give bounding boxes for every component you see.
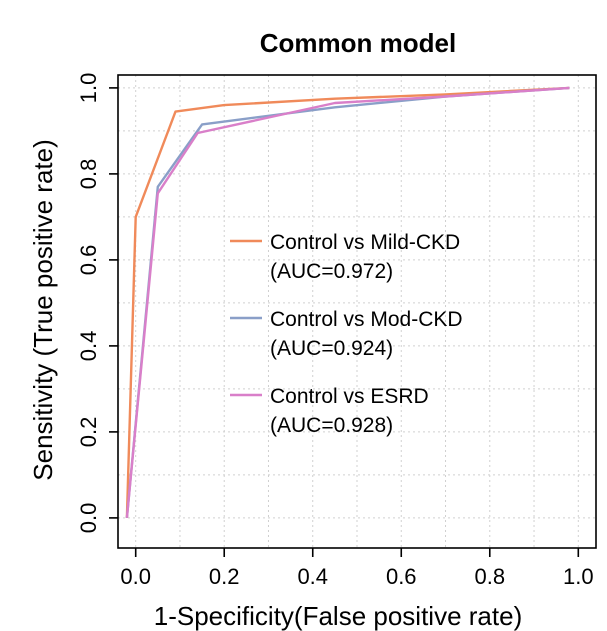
legend-auc-1: (AUC=0.972) [270, 260, 393, 283]
y-axis-label: Sensitivity (True positive rate) [28, 139, 58, 480]
x-tick-label: 0.2 [209, 564, 240, 589]
legend-label-3: Control vs ESRD [270, 385, 429, 408]
chart-title: Common model [260, 28, 456, 58]
plot-frame [117, 74, 597, 549]
series-lines [125, 86, 570, 519]
y-tick-label: 0.2 [76, 417, 101, 448]
y-tick-label: 0.4 [76, 331, 101, 362]
legend-label-1: Control vs Mild-CKD [270, 231, 460, 254]
x-tick-label: 0.8 [474, 564, 505, 589]
x-tick-label: 0.6 [386, 564, 417, 589]
x-tick-label: 1.0 [563, 564, 594, 589]
axis-ticks: 0.0 0.2 0.4 0.6 0.8 1.0 0.0 0.2 0.4 0.6 0.8 1.0 [76, 73, 594, 589]
y-tick-label: 0.6 [76, 245, 101, 276]
legend: Control vs Mild-CKD (AUC=0.972) Control vs… [230, 231, 463, 437]
legend-label-2: Control vs Mod-CKD [270, 308, 463, 331]
legend-auc-2: (AUC=0.924) [270, 337, 393, 360]
series-line-1 [125, 86, 570, 518]
x-tick-label: 0.0 [120, 564, 151, 589]
series-line-3 [125, 86, 570, 519]
legend-auc-3: (AUC=0.928) [270, 414, 393, 437]
y-tick-label: 0.0 [76, 503, 101, 534]
grid [118, 75, 596, 548]
x-axis-label: 1-Specificity(False positive rate) [154, 601, 522, 631]
x-tick-label: 0.4 [297, 564, 328, 589]
y-tick-label: 0.8 [76, 159, 101, 190]
y-tick-label: 1.0 [76, 73, 101, 104]
